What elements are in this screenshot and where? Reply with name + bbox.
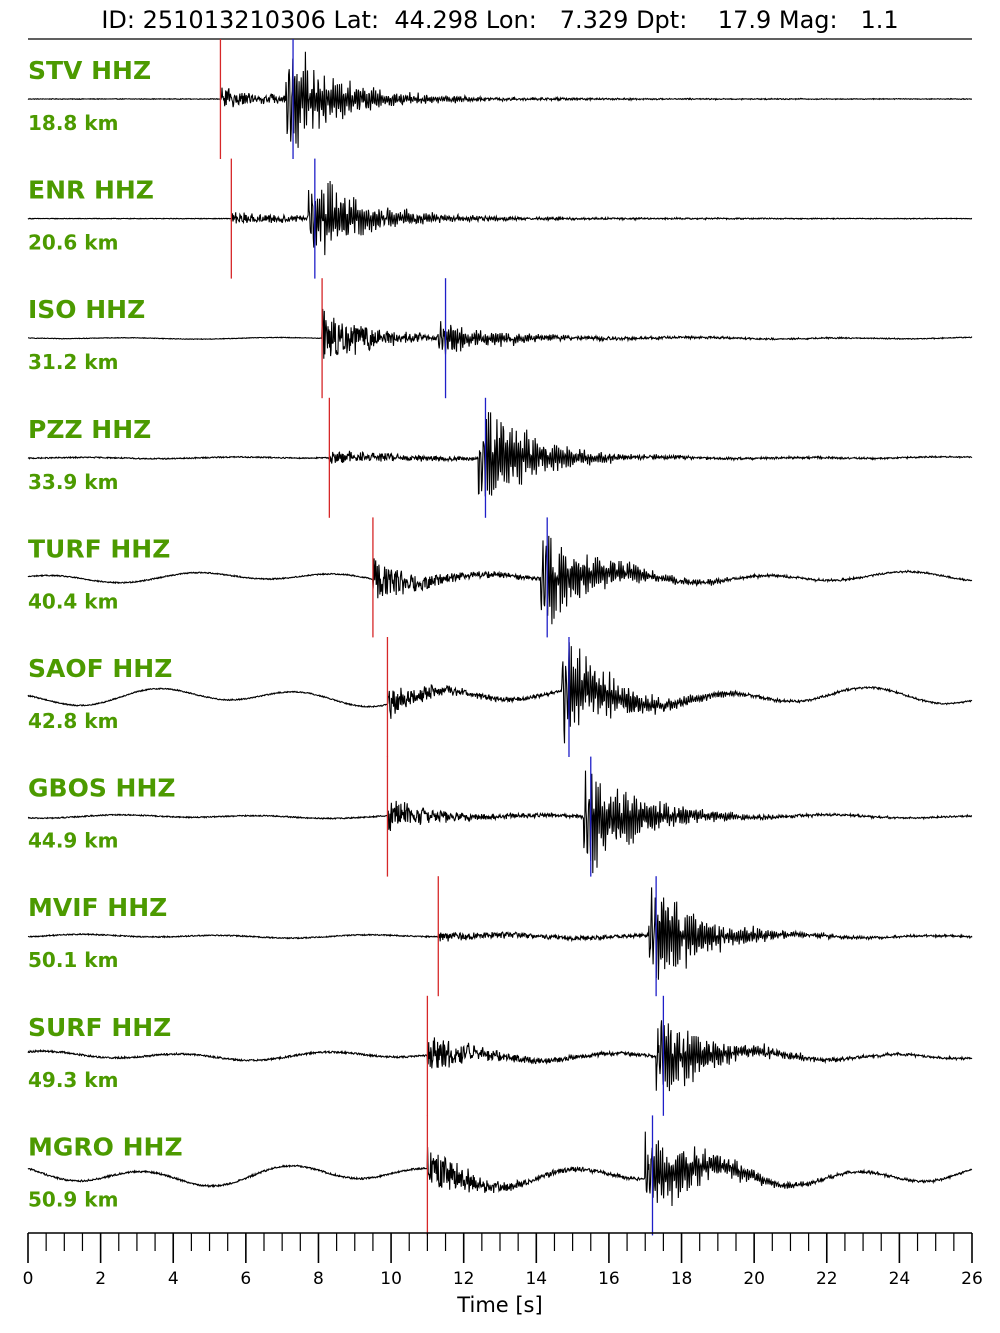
station-label: PZZ HHZ: [28, 415, 151, 444]
trace-gbos: GBOS HHZ 44.9 km: [27, 756, 973, 877]
distance-label: 40.4 km: [28, 589, 118, 613]
waveform: [27, 887, 973, 980]
trace-saof: SAOF HHZ 42.8 km: [27, 637, 973, 757]
distance-label: 50.9 km: [28, 1187, 118, 1211]
distance-label: 44.9 km: [28, 829, 118, 853]
tick-label: 18: [671, 1269, 693, 1289]
plot-title: ID: 251013210306 Lat: 44.298 Lon: 7.329 …: [101, 6, 899, 34]
distance-label: 31.2 km: [28, 350, 118, 374]
trace-mgro: MGRO HHZ 50.9 km: [27, 1115, 973, 1236]
distance-label: 20.6 km: [28, 231, 118, 255]
distance-label: 18.8 km: [28, 111, 118, 135]
tick-label: 6: [240, 1269, 251, 1289]
station-label: ENR HHZ: [28, 176, 154, 205]
tick-label: 14: [525, 1269, 547, 1289]
trace-iso: ISO HHZ 31.2 km: [28, 278, 973, 399]
distance-label: 50.1 km: [28, 948, 118, 972]
waveform: [27, 1131, 973, 1207]
tick-label: 0: [23, 1269, 34, 1289]
station-label: STV HHZ: [28, 56, 151, 85]
station-label: GBOS HHZ: [28, 774, 176, 803]
distance-label: 33.9 km: [28, 470, 118, 494]
station-label: ISO HHZ: [28, 295, 145, 324]
waveform: [27, 642, 973, 744]
waveform: [27, 770, 973, 874]
x-axis: 0 2 4 6 8 10 12 14 16 18 20 22 24 26: [23, 1232, 983, 1289]
tick-label: 22: [816, 1269, 838, 1289]
tick-label: 2: [95, 1269, 106, 1289]
station-label: MVIF HHZ: [28, 893, 167, 922]
tick-label: 24: [889, 1269, 911, 1289]
tick-label: 12: [453, 1269, 475, 1289]
trace-mvif: MVIF HHZ 50.1 km: [27, 876, 973, 997]
station-label: SURF HHZ: [28, 1013, 171, 1042]
tick-label: 8: [313, 1269, 324, 1289]
tick-label: 26: [961, 1269, 983, 1289]
waveform: [27, 535, 973, 625]
tick-label: 16: [598, 1269, 620, 1289]
traces-group: STV HHZ 18.8 km ENR HHZ 20.6 km ISO HHZ 31.2 …: [27, 39, 973, 1236]
waveform: [27, 51, 972, 148]
waveform: [28, 308, 973, 359]
trace-enr: ENR HHZ 20.6 km: [27, 158, 973, 279]
tick-label: 10: [380, 1269, 402, 1289]
waveform: [27, 412, 973, 497]
trace-pzz: PZZ HHZ 33.9 km: [27, 397, 973, 518]
distance-label: 49.3 km: [28, 1068, 118, 1092]
trace-turf: TURF HHZ 40.4 km: [27, 517, 973, 638]
station-label: TURF HHZ: [28, 534, 170, 563]
x-axis-label: Time [s]: [456, 1293, 542, 1317]
tick-label: 4: [168, 1269, 179, 1289]
waveform: [27, 1020, 973, 1092]
trace-surf: SURF HHZ 49.3 km: [27, 995, 973, 1116]
tick-label: 20: [743, 1269, 765, 1289]
trace-stv: STV HHZ 18.8 km: [27, 39, 972, 159]
station-label: SAOF HHZ: [28, 654, 172, 683]
distance-label: 42.8 km: [28, 709, 118, 733]
waveform: [27, 180, 973, 256]
station-label: MGRO HHZ: [28, 1132, 183, 1161]
